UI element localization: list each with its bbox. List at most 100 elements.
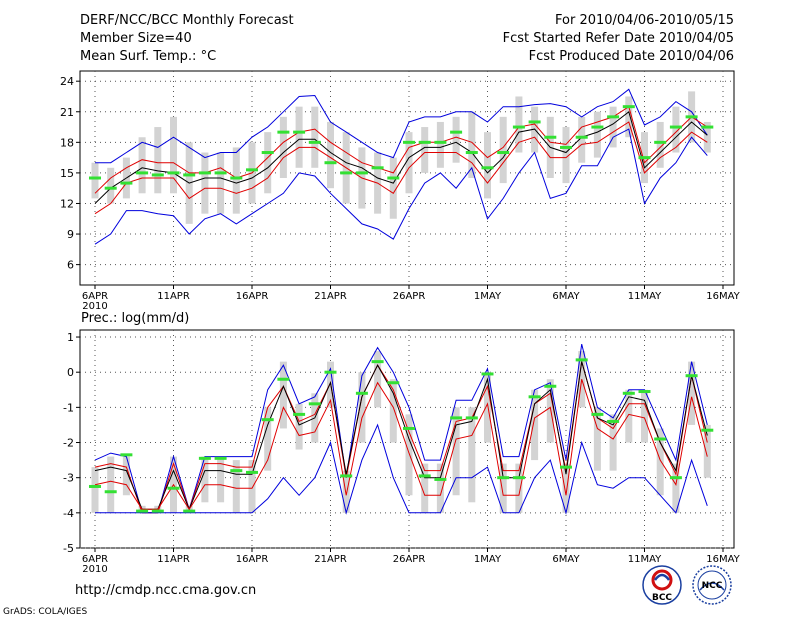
prec-range-bar <box>374 351 382 408</box>
prec-ytick-label: -3 <box>63 472 74 485</box>
prec-range-bar <box>499 463 507 513</box>
temp-range-bar <box>201 152 209 214</box>
prec-range-bar <box>546 379 554 443</box>
prec-range-bar <box>609 414 617 471</box>
prec-range-bar <box>264 407 272 471</box>
forecast-produced-date: Fcst Produced Date 2010/04/06 <box>529 49 734 64</box>
prec-series-upper <box>94 361 708 514</box>
prec-range-bar <box>232 460 240 513</box>
prec-range-bar <box>342 470 350 513</box>
prec-series-max <box>94 343 708 514</box>
prec-range-bar <box>217 456 225 503</box>
prec-ytick-label: -5 <box>63 542 74 555</box>
temp-range-bar <box>609 106 617 148</box>
prec-xtick-label: 21APR <box>314 554 347 565</box>
temp-range-bar <box>232 147 240 214</box>
temp-series-upper <box>94 105 708 194</box>
bcc-logo-text: BCC <box>652 593 672 603</box>
temp-range-bar <box>170 116 177 194</box>
precip-variable-label: Prec.: log(mm/d) <box>81 311 189 326</box>
temp-range-bar <box>421 127 429 173</box>
temp-ytick-label: 18 <box>60 136 74 149</box>
prec-xtick-label: 26APR <box>393 554 426 565</box>
prec-range-bar <box>656 428 664 496</box>
prec-range-bar <box>295 403 303 450</box>
temp-series-min <box>94 128 708 245</box>
temp-xtick-label: 21APR <box>314 291 347 302</box>
temp-ytick-label: 24 <box>60 75 74 88</box>
prec-xtick-label: 6APR <box>82 554 108 565</box>
temp-range-bar <box>562 127 570 184</box>
prec-series-mean <box>94 361 708 511</box>
temp-xtick-label: 1MAY <box>474 291 502 302</box>
temp-xtick-label: 26APR <box>393 291 426 302</box>
temp-xtick-label: 6APR <box>82 291 108 302</box>
temp-range-bar <box>625 96 633 138</box>
prec-range-bar <box>91 467 99 513</box>
prec-range-bar <box>452 407 460 496</box>
prec-ytick-label: 0 <box>67 366 74 379</box>
temp-range-bar <box>91 162 99 199</box>
temp-range-bar <box>389 157 397 219</box>
prec-range-bar <box>562 463 570 513</box>
temp-ytick-label: 9 <box>67 228 74 241</box>
forecast-start-date: Fcst Started Refer Date 2010/04/05 <box>503 31 734 46</box>
temp-range-bar <box>405 132 413 194</box>
temp-range-bar <box>295 106 303 168</box>
prec-xtick-label: 16APR <box>236 554 269 565</box>
figure-title: DERF/NCC/BCC Monthly Forecast <box>80 13 294 28</box>
temp-xtick-label: 6MAY <box>552 291 580 302</box>
temp-range-bar <box>499 116 507 184</box>
prec-range-bar <box>421 463 429 513</box>
temp-variable-label: Mean Surf. Temp.: °C <box>80 49 216 64</box>
temp-xtick-label: 11APR <box>157 291 190 302</box>
prec-series-lower <box>94 379 708 511</box>
temp-ytick-label: 15 <box>60 167 74 180</box>
temp-xtick-label: 16MAY <box>706 291 740 302</box>
temp-series-lower <box>94 121 708 215</box>
prec-range-bar <box>248 460 256 513</box>
prec-range-bar <box>405 414 413 496</box>
temp-range-bar <box>672 106 680 153</box>
prec-range-bar <box>358 372 366 443</box>
temp-range-bar <box>578 116 586 163</box>
prec-range-bar <box>625 389 633 443</box>
temp-range-bar <box>217 152 225 214</box>
temp-range-bar <box>484 132 491 199</box>
temp-range-bar <box>468 111 476 178</box>
temp-range-bar <box>279 116 287 178</box>
prec-range-bar <box>688 361 696 425</box>
temp-range-bar <box>107 167 115 204</box>
temp-ytick-label: 12 <box>60 197 74 210</box>
temp-range-bar <box>311 106 319 168</box>
prec-series-min <box>95 423 708 515</box>
prec-range-bar <box>389 379 397 443</box>
temp-xtick-label: 11MAY <box>628 291 662 302</box>
temp-xtick-year: 2010 <box>82 301 107 312</box>
temp-ytick-label: 6 <box>67 259 74 272</box>
prec-range-bar <box>201 456 209 503</box>
temp-series-max <box>95 88 708 164</box>
temp-ytick-label: 21 <box>60 106 74 119</box>
prec-ytick-label: -4 <box>63 507 74 520</box>
member-size: Member Size=40 <box>80 31 192 46</box>
prec-range-bar <box>703 424 711 478</box>
prec-range-bar <box>641 389 648 443</box>
source-url: http://cmdp.ncc.cma.gov.cn <box>75 583 256 598</box>
prec-ytick-label: -1 <box>63 401 74 414</box>
temp-range-bar <box>436 121 444 168</box>
temp-range-bar <box>264 132 272 194</box>
ncc-logo-text: NCC <box>702 581 723 591</box>
bcc-logo: BCC <box>642 565 682 605</box>
prec-range-bar <box>515 463 523 513</box>
prec-range-bar <box>672 463 680 513</box>
temp-range-bar <box>154 127 162 194</box>
prec-xtick-label: 16MAY <box>706 554 740 565</box>
prec-range-bar <box>593 407 601 471</box>
prec-range-bar <box>279 361 287 429</box>
temp-range-bar <box>515 96 523 153</box>
prec-ytick-label: -2 <box>63 437 74 450</box>
